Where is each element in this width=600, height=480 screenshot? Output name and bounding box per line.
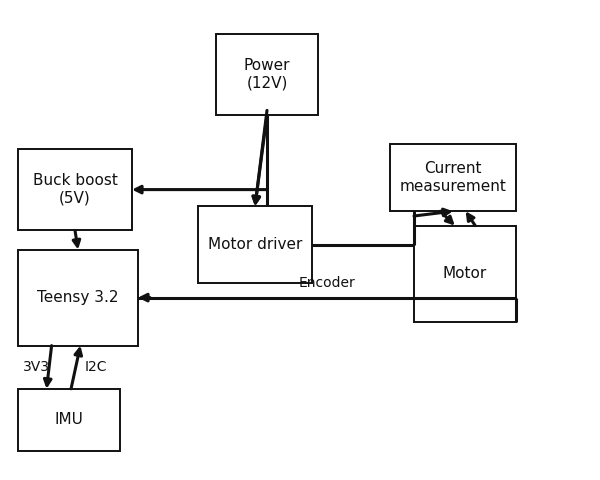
Bar	[216, 34, 318, 115]
Bar	[390, 144, 516, 211]
Text: Buck boost
(5V): Buck boost (5V)	[32, 173, 118, 206]
Text: Current
measurement: Current measurement	[400, 161, 506, 194]
Text: 3V3: 3V3	[23, 360, 50, 374]
Bar	[18, 389, 120, 451]
Bar	[198, 206, 312, 283]
Text: IMU: IMU	[55, 412, 83, 428]
Text: Teensy 3.2: Teensy 3.2	[37, 290, 119, 305]
Text: Motor: Motor	[443, 266, 487, 281]
Text: I2C: I2C	[84, 360, 107, 374]
Text: Motor driver: Motor driver	[208, 237, 302, 252]
Bar	[18, 250, 138, 346]
Bar	[414, 226, 516, 322]
Text: Power
(12V): Power (12V)	[244, 58, 290, 91]
Bar	[18, 149, 132, 230]
Text: Encoder: Encoder	[299, 276, 355, 290]
